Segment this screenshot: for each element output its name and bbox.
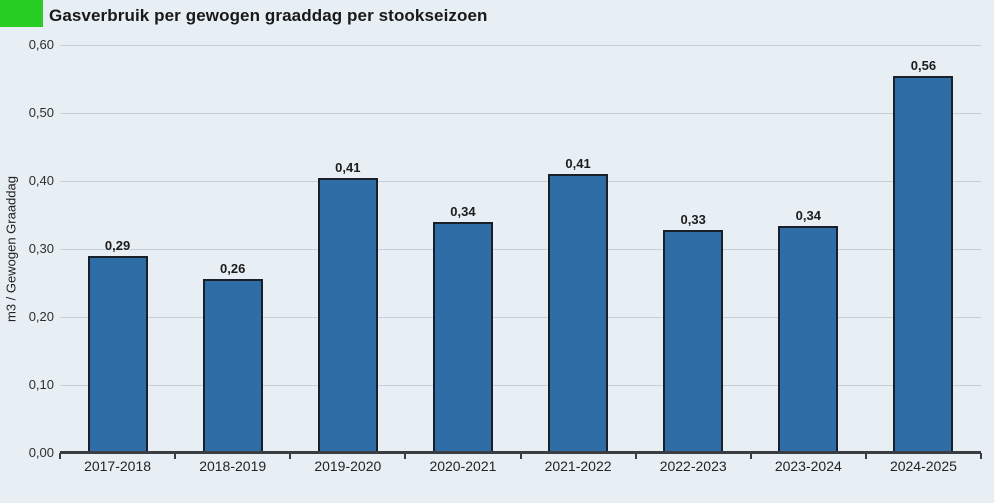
x-axis-tick <box>404 453 407 459</box>
bar-value-label: 0,34 <box>450 203 476 219</box>
x-tick-label: 2020-2021 <box>429 458 497 474</box>
y-tick-label: 0,30 <box>28 241 54 256</box>
x-tick-label: 2022-2023 <box>659 458 727 474</box>
bar-2021-2022[interactable] <box>548 173 609 453</box>
x-axis-tick <box>174 453 177 459</box>
gridline <box>60 45 981 46</box>
x-tick-label: 2017-2018 <box>84 458 152 474</box>
page-title: Gasverbruik per gewogen graaddag per sto… <box>49 6 488 25</box>
bar-value-label: 0,33 <box>680 211 706 227</box>
bar-value-label: 0,41 <box>335 160 361 176</box>
gridline <box>60 113 981 114</box>
x-axis-tick <box>634 453 637 459</box>
y-tick-label: 0,10 <box>28 377 54 392</box>
bar-2020-2021[interactable] <box>432 221 493 453</box>
accent-square-logo <box>0 0 43 27</box>
bar-2018-2019[interactable] <box>202 278 263 453</box>
bar-value-label: 0,26 <box>220 260 246 276</box>
gridline <box>60 249 981 250</box>
y-tick-label: 0,20 <box>28 309 54 324</box>
x-axis-tick <box>980 453 982 459</box>
gridline <box>60 385 981 386</box>
bar-2023-2024[interactable] <box>778 225 839 453</box>
x-tick-label: 2019-2020 <box>314 458 382 474</box>
bar-2017-2018[interactable] <box>87 255 148 453</box>
bar-2022-2023[interactable] <box>663 229 724 453</box>
bar-value-label: 0,41 <box>565 155 591 171</box>
x-axis-tick <box>519 453 522 459</box>
x-axis-tick <box>59 453 61 459</box>
bar-value-label: 0,56 <box>910 58 937 74</box>
gridline <box>60 317 981 318</box>
bar-value-label: 0,34 <box>795 207 821 223</box>
bar-value-label: 0,29 <box>104 237 131 253</box>
plot-area: 0,29 0,26 0,41 0,34 0,41 0,33 0,34 0,56 <box>60 45 981 453</box>
x-axis-tick <box>864 453 867 459</box>
x-tick-label: 2023-2024 <box>774 458 842 474</box>
x-tick-label: 2024-2025 <box>889 458 957 474</box>
x-axis-line <box>60 451 981 454</box>
bar-2019-2020[interactable] <box>317 178 378 453</box>
x-axis-tick <box>749 453 752 459</box>
x-axis-tick <box>289 453 292 459</box>
bar-2024-2025[interactable] <box>893 76 954 453</box>
x-tick-label: 2018-2019 <box>199 458 267 474</box>
y-tick-label: 0,50 <box>28 105 54 120</box>
y-tick-label: 0,00 <box>28 445 54 460</box>
gridline <box>60 181 981 182</box>
x-tick-label: 2021-2022 <box>544 458 612 474</box>
y-tick-label: 0,40 <box>28 173 54 188</box>
y-tick-label: 0,60 <box>28 37 54 52</box>
